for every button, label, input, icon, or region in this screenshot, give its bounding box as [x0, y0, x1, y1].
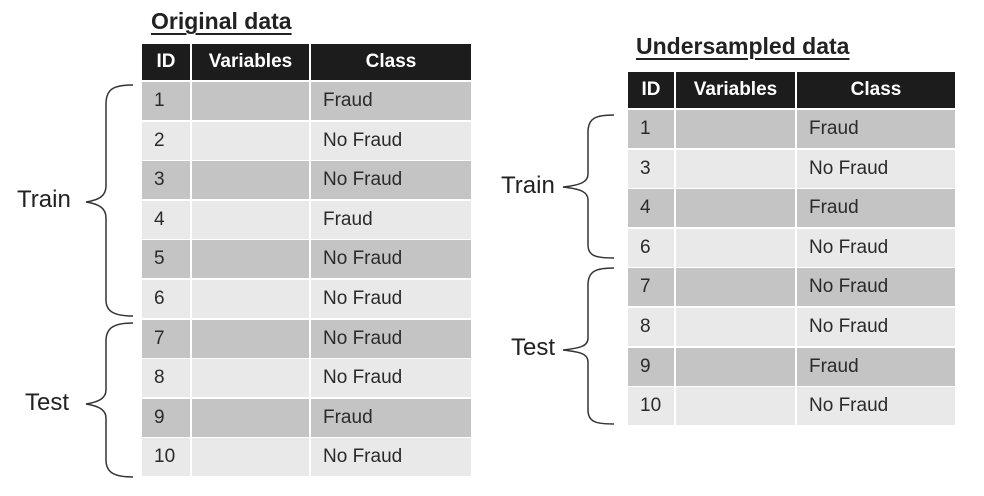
original-header-id: ID: [142, 44, 190, 80]
original-cell-class: Fraud: [311, 200, 471, 239]
original-cell-class: Fraud: [311, 82, 471, 120]
original-cell-variables: [192, 121, 309, 160]
original-cell-id: 7: [142, 319, 190, 358]
undersampled-data-table: ID Variables Class 1 Fraud 3 No Fraud 4 Fraud…: [628, 72, 955, 428]
original-train-brace: [85, 84, 134, 317]
undersampled-cell-id: 9: [628, 347, 674, 386]
table-row: 7 No Fraud: [142, 319, 471, 358]
undersampled-test-brace: [562, 267, 615, 425]
table-row: 1 Fraud: [142, 82, 471, 120]
original-cell-variables: [192, 200, 309, 239]
original-cell-class: No Fraud: [311, 438, 471, 477]
table-row: 7 No Fraud: [628, 268, 955, 307]
table-row: 3 No Fraud: [142, 161, 471, 200]
original-data-title: Original data: [151, 8, 292, 34]
original-cell-variables: [192, 161, 309, 200]
undersampled-cell-class: Fraud: [797, 347, 955, 386]
table-row: 2 No Fraud: [142, 121, 471, 160]
original-cell-id: 9: [142, 398, 190, 437]
original-cell-variables: [192, 240, 309, 279]
table-row: 5 No Fraud: [142, 240, 471, 279]
original-cell-class: No Fraud: [311, 161, 471, 200]
undersampled-cell-variables: [676, 308, 795, 346]
undersampled-cell-id: 8: [628, 308, 674, 346]
original-header-variables: Variables: [192, 44, 309, 80]
undersampled-test-label: Test: [511, 334, 556, 361]
original-cell-id: 1: [142, 82, 190, 120]
table-row: 6 No Fraud: [628, 228, 955, 267]
original-cell-variables: [192, 438, 309, 477]
undersampled-cell-variables: [676, 110, 795, 148]
undersampled-cell-class: Fraud: [797, 189, 955, 228]
undersampled-header-class: Class: [797, 72, 955, 108]
table-row: 1 Fraud: [628, 110, 955, 148]
original-cell-class: No Fraud: [311, 280, 471, 318]
undersampled-cell-variables: [676, 189, 795, 228]
undersampled-cell-id: 4: [628, 189, 674, 228]
original-cell-variables: [192, 319, 309, 358]
original-cell-variables: [192, 359, 309, 398]
table-row: 8 No Fraud: [628, 308, 955, 346]
table-row: 6 No Fraud: [142, 280, 471, 318]
original-cell-id: 8: [142, 359, 190, 398]
undersampled-cell-id: 7: [628, 268, 674, 307]
original-cell-class: Fraud: [311, 398, 471, 437]
undersampled-cell-class: Fraud: [797, 110, 955, 148]
undersampled-cell-variables: [676, 149, 795, 188]
original-cell-id: 6: [142, 280, 190, 318]
undersampled-header-id: ID: [628, 72, 674, 108]
original-data-table: ID Variables Class 1 Fraud 2 No Fraud 3 No Fr…: [142, 44, 471, 480]
original-cell-id: 2: [142, 121, 190, 160]
undersampled-cell-variables: [676, 228, 795, 267]
undersampled-train-label: Train: [501, 172, 555, 199]
undersampled-cell-id: 1: [628, 110, 674, 148]
original-cell-variables: [192, 280, 309, 318]
table-row: 8 No Fraud: [142, 359, 471, 398]
undersampled-cell-class: No Fraud: [797, 268, 955, 307]
original-cell-id: 5: [142, 240, 190, 279]
undersampled-data-title: Undersampled data: [636, 33, 850, 59]
table-row: 4 Fraud: [142, 200, 471, 239]
undersampled-cell-id: 6: [628, 228, 674, 267]
undersampled-train-brace: [562, 114, 615, 259]
original-test-brace: [85, 322, 134, 478]
original-cell-id: 10: [142, 438, 190, 477]
table-row: 3 No Fraud: [628, 149, 955, 188]
undersampled-cell-id: 10: [628, 387, 674, 426]
table-row: 9 Fraud: [142, 398, 471, 437]
undersampled-cell-class: No Fraud: [797, 308, 955, 346]
undersampled-header-variables: Variables: [676, 72, 795, 108]
original-header-class: Class: [311, 44, 471, 80]
table-row: 10 No Fraud: [628, 387, 955, 426]
original-cell-class: No Fraud: [311, 240, 471, 279]
undersampled-cell-variables: [676, 347, 795, 386]
undersampled-cell-class: No Fraud: [797, 228, 955, 267]
undersampled-cell-variables: [676, 387, 795, 426]
original-cell-class: No Fraud: [311, 359, 471, 398]
original-cell-class: No Fraud: [311, 319, 471, 358]
original-test-label: Test: [25, 389, 70, 416]
original-cell-id: 3: [142, 161, 190, 200]
table-row: 4 Fraud: [628, 189, 955, 228]
undersampled-cell-id: 3: [628, 149, 674, 188]
original-cell-id: 4: [142, 200, 190, 239]
undersampled-cell-class: No Fraud: [797, 149, 955, 188]
undersampled-cell-variables: [676, 268, 795, 307]
original-cell-variables: [192, 398, 309, 437]
original-cell-class: No Fraud: [311, 121, 471, 160]
original-train-label: Train: [17, 186, 71, 213]
original-cell-variables: [192, 82, 309, 120]
table-row: 10 No Fraud: [142, 438, 471, 477]
undersampled-cell-class: No Fraud: [797, 387, 955, 426]
table-row: 9 Fraud: [628, 347, 955, 386]
